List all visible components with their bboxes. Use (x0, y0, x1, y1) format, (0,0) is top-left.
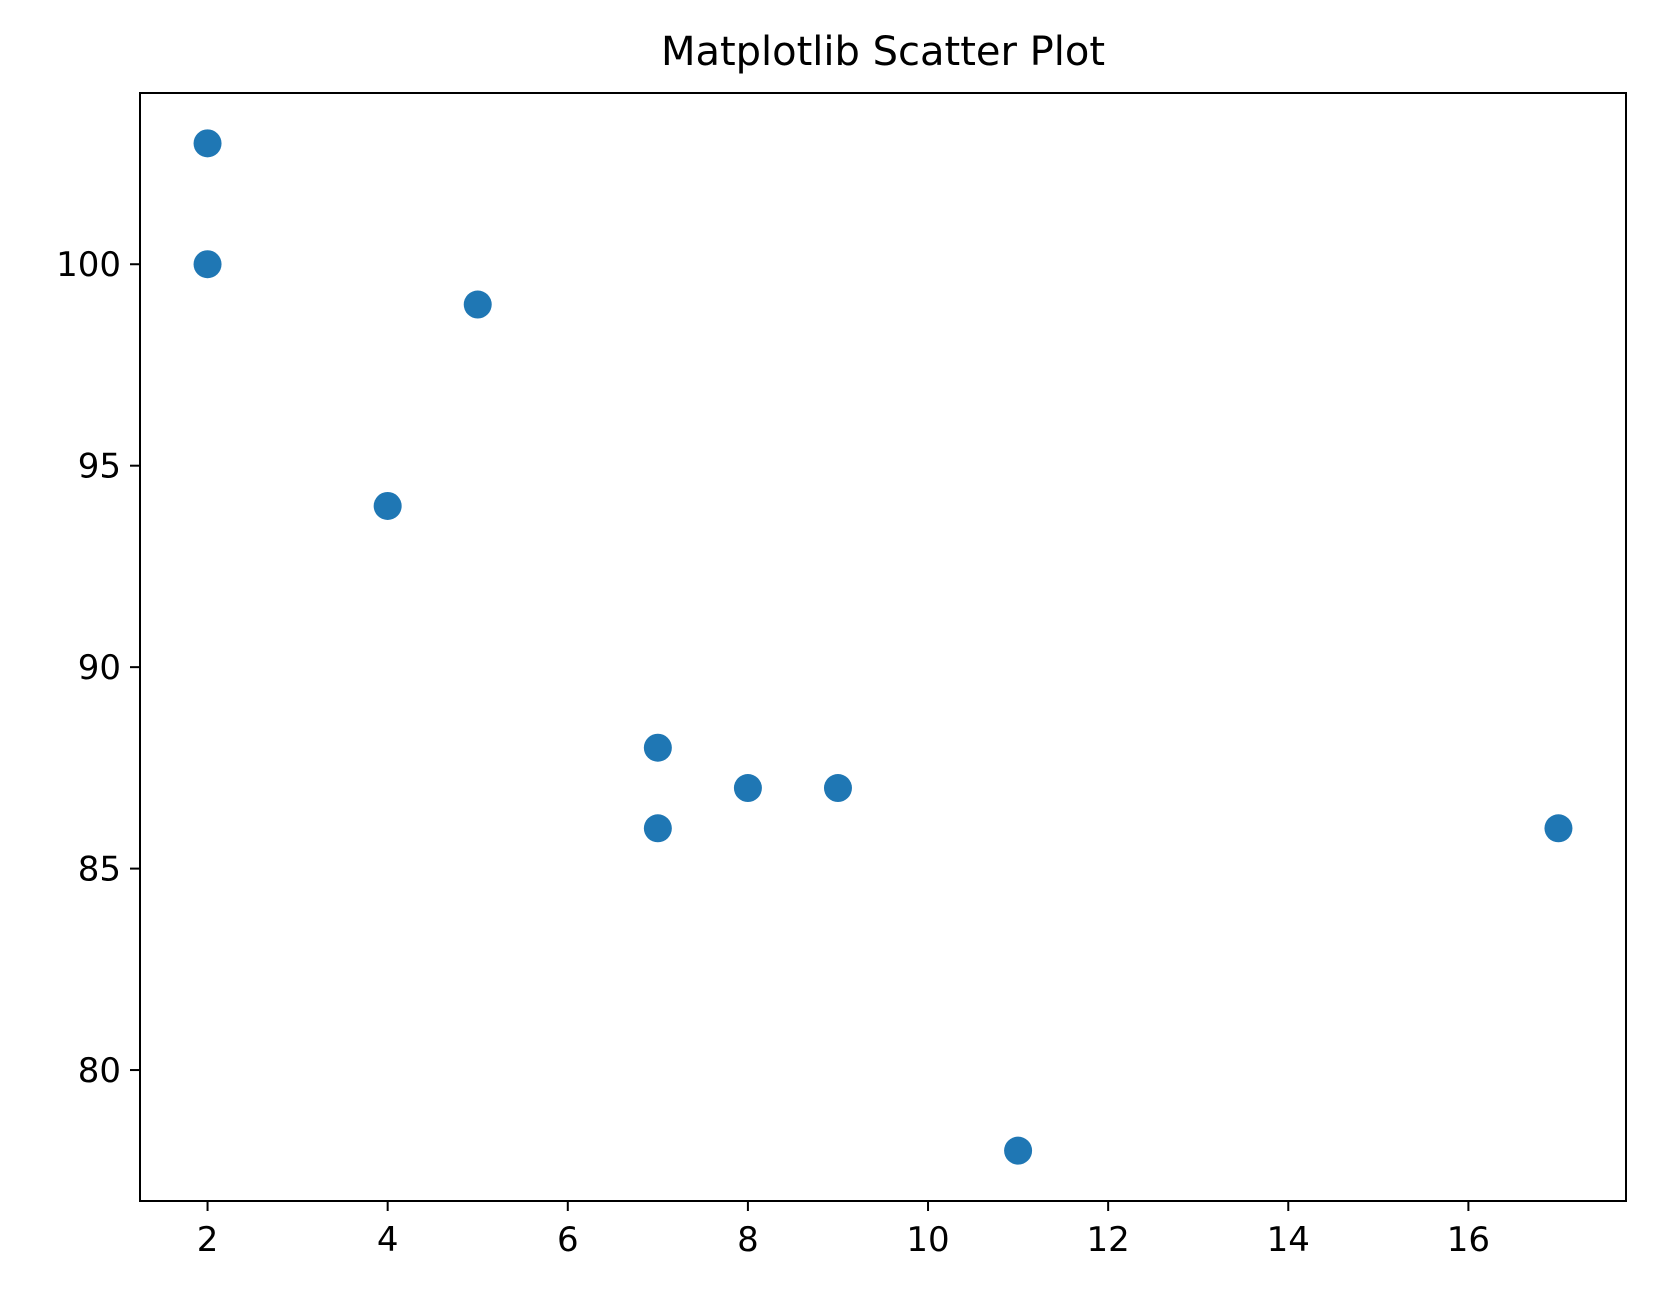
data-points (193, 129, 1573, 1165)
y-tick-label: 95 (78, 447, 121, 487)
x-tick-label: 8 (737, 1220, 759, 1260)
x-tick-label: 4 (377, 1220, 399, 1260)
y-tick-label: 85 (78, 850, 121, 890)
data-point (1544, 814, 1573, 843)
data-point (643, 814, 672, 843)
data-point (193, 250, 222, 279)
chart-title: Matplotlib Scatter Plot (661, 29, 1105, 75)
x-tick-label: 16 (1447, 1220, 1490, 1260)
data-point (823, 774, 852, 803)
x-tick-label: 10 (906, 1220, 949, 1260)
x-tick-label: 14 (1267, 1220, 1310, 1260)
plot-frame (139, 92, 1627, 1202)
y-tick-label: 90 (78, 648, 121, 688)
data-point (373, 491, 402, 520)
axis-ticks: 2 4 6 8 10 12 14 16 80 85 90 95 100 (56, 245, 1490, 1260)
x-tick-label: 2 (197, 1220, 219, 1260)
y-tick-label: 100 (56, 245, 121, 285)
data-point (193, 129, 222, 158)
data-point (733, 774, 762, 803)
x-tick-label: 12 (1087, 1220, 1130, 1260)
data-point (643, 733, 672, 762)
y-tick-label: 80 (78, 1051, 121, 1091)
data-point (463, 290, 492, 319)
x-tick-label: 6 (557, 1220, 579, 1260)
data-point (1004, 1136, 1033, 1165)
